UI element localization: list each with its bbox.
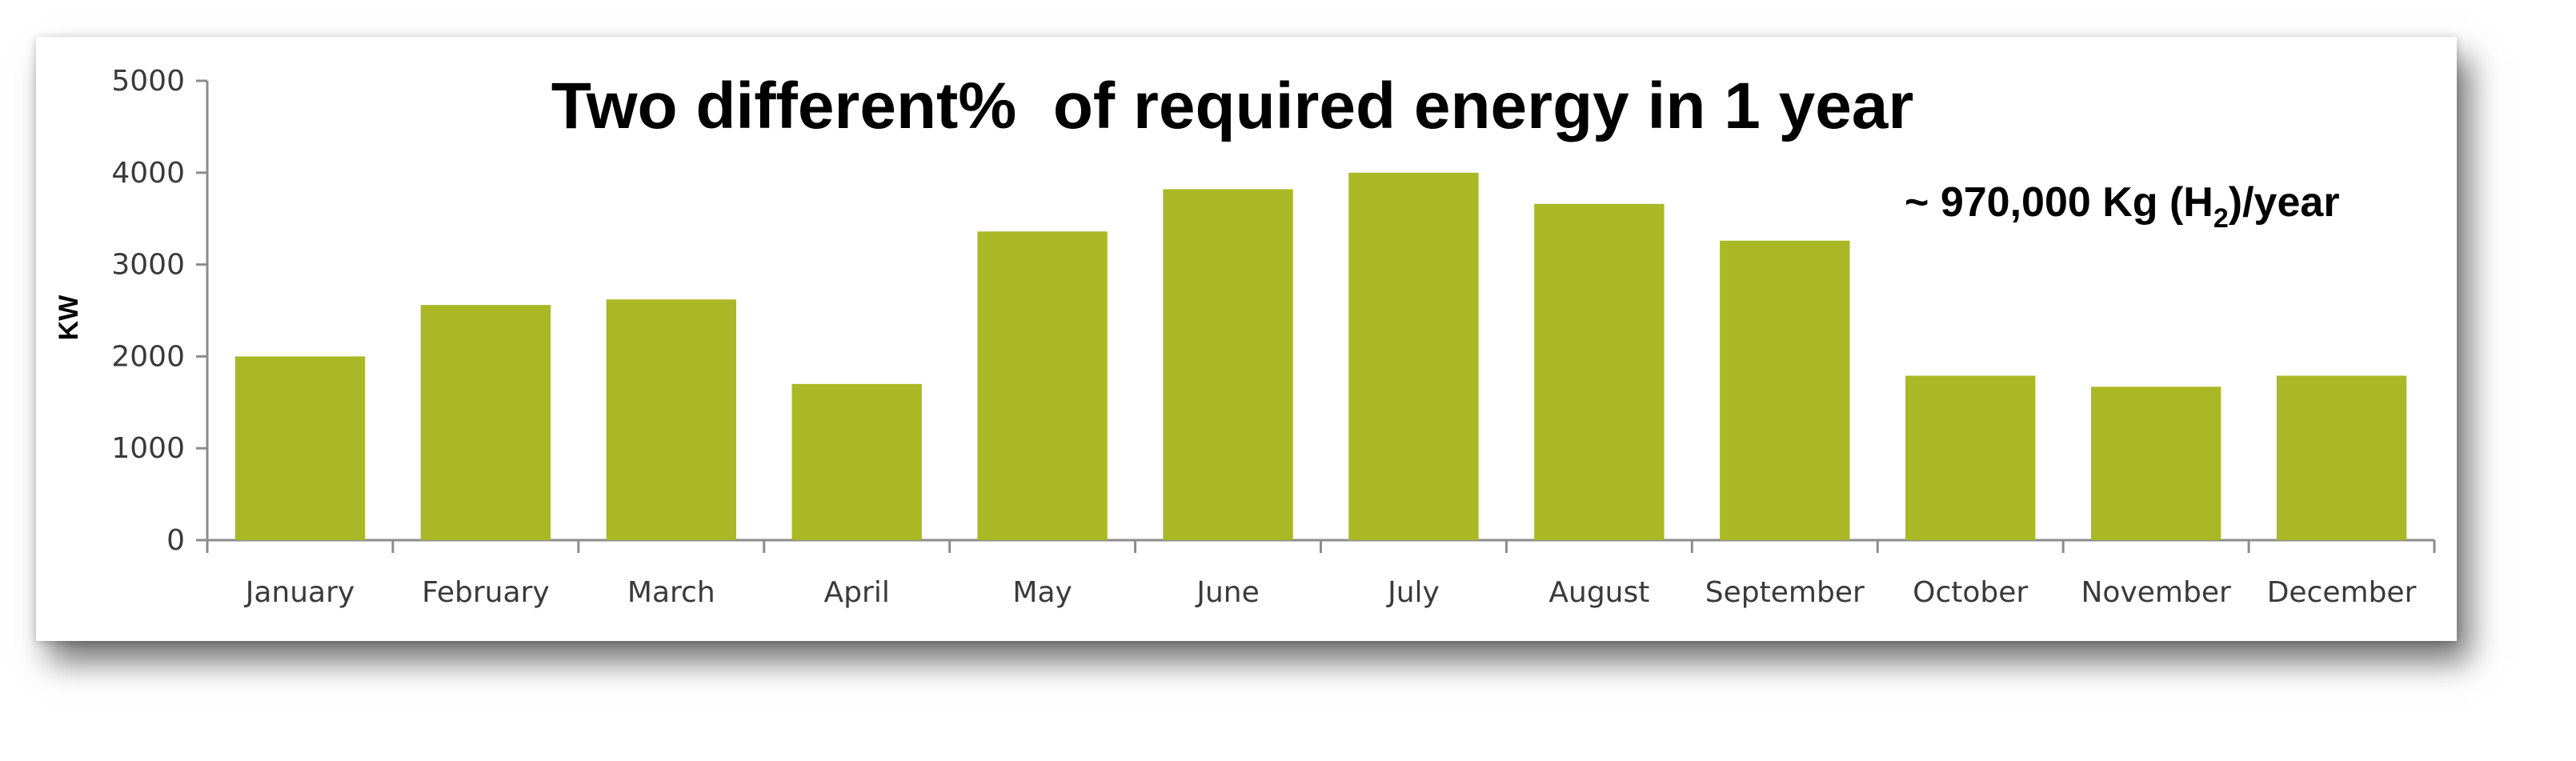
annotation-subscript: 2 (2213, 203, 2229, 234)
x-tick-label: June (1195, 576, 1259, 609)
y-axis-title: KW (54, 294, 84, 341)
bar-october (1905, 375, 2036, 540)
bar-may (977, 231, 1108, 540)
y-tick-label: 1000 (111, 432, 185, 465)
x-tick-label: May (1012, 576, 1072, 609)
x-tick-label: October (1913, 576, 2028, 609)
annotation-suffix: )/year (2229, 179, 2340, 226)
bars (234, 172, 2407, 541)
x-tick-label: March (627, 576, 715, 609)
bar-january (234, 356, 366, 540)
bar-june (1163, 189, 1293, 541)
x-tick-label: July (1386, 576, 1440, 609)
bar-february (420, 305, 551, 540)
x-tick-label: January (244, 576, 355, 609)
bar-april (791, 383, 922, 540)
x-axis: January February March April May June July Augu… (206, 539, 2436, 609)
y-tick-label: 3000 (111, 249, 185, 282)
bar-august (1534, 203, 1665, 540)
x-tick-label: April (824, 576, 890, 609)
annotation-prefix: ~ 970,000 Kg (H (1905, 179, 2213, 226)
x-tick-label: November (2081, 576, 2230, 609)
bar-december (2276, 375, 2407, 540)
y-tick-label: 2000 (111, 340, 185, 373)
hydrogen-annotation: ~ 970,000 Kg (H2)/year (1905, 179, 2340, 234)
bar-july (1348, 172, 1479, 541)
x-tick-label: December (2267, 576, 2417, 609)
y-axis: 0 1000 2000 3000 4000 5000 (111, 65, 209, 557)
y-tick-label: 0 (166, 524, 185, 557)
bar-march (606, 299, 736, 540)
chart-title: Two different% of required energy in 1 y… (551, 70, 1914, 142)
x-tick-label: September (1705, 576, 1865, 609)
x-tick-label: August (1548, 576, 1649, 609)
y-tick-label: 5000 (111, 65, 185, 98)
y-tick-label: 4000 (111, 157, 185, 190)
bar-september (1720, 240, 1850, 540)
x-tick-label: February (422, 576, 550, 609)
bar-november (2090, 387, 2221, 540)
